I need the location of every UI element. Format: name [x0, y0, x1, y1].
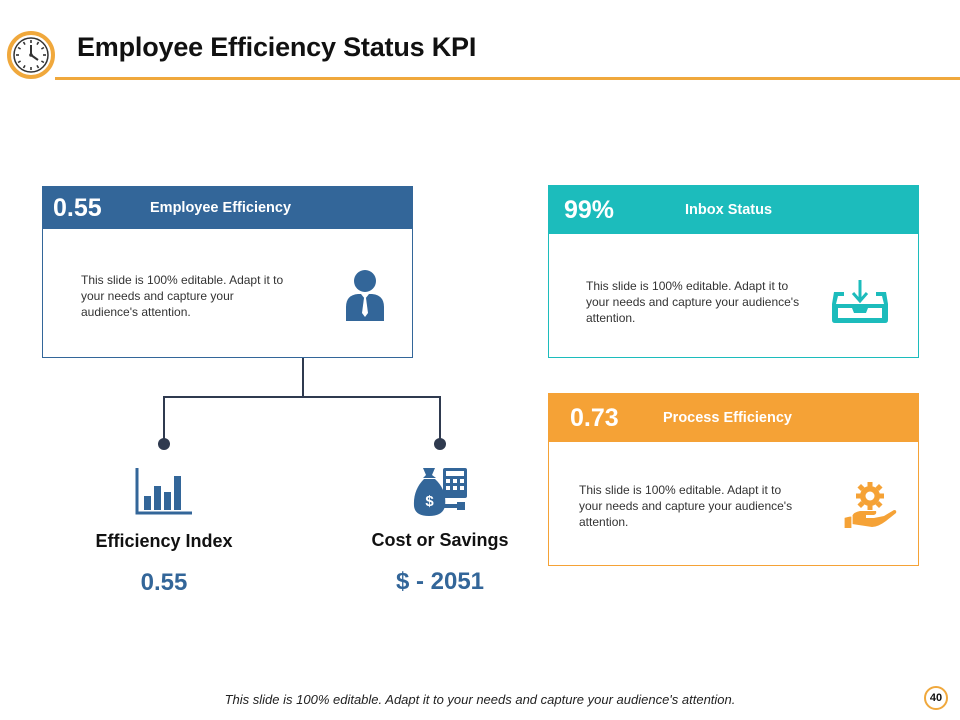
process-efficiency-description: This slide is 100% editable. Adapt it to…: [579, 483, 793, 529]
process-efficiency-header: 0.73 Process Efficiency: [549, 394, 918, 442]
process-efficiency-value: 0.73: [570, 403, 619, 432]
footer-note: This slide is 100% editable. Adapt it to…: [224, 692, 736, 707]
employee-icon: [346, 270, 384, 321]
clock-icon: [7, 31, 55, 79]
process-efficiency-card: 0.73 Process Efficiency This slide is 10…: [548, 393, 919, 566]
gear-hand-icon: [843, 482, 897, 530]
title-divider: [55, 77, 960, 80]
inbox-icon: [832, 280, 888, 323]
inbox-status-description: This slide is 100% editable. Adapt it to…: [586, 279, 800, 325]
employee-efficiency-value: 0.55: [53, 193, 102, 222]
efficiency-index-label: Efficiency Index: [95, 531, 233, 551]
process-efficiency-label: Process Efficiency: [663, 410, 792, 426]
svg-text:$: $: [425, 493, 434, 510]
inbox-status-value: 99%: [564, 195, 615, 224]
inbox-status-header: 99% Inbox Status: [549, 186, 918, 234]
bar-chart-icon: [135, 468, 192, 515]
employee-efficiency-label: Employee Efficiency: [150, 200, 292, 216]
cost-savings-label: Cost or Savings: [371, 530, 509, 550]
inbox-status-label: Inbox Status: [685, 202, 773, 218]
connector-lines: [158, 358, 446, 450]
employee-efficiency-description: This slide is 100% editable. Adapt it to…: [81, 273, 284, 319]
employee-efficiency-card: 0.55 Employee Efficiency This slide is 1…: [42, 186, 413, 358]
page-title: Employee Efficiency Status KPI: [77, 32, 477, 62]
inbox-status-card: 99% Inbox Status This slide is 100% edit…: [548, 185, 919, 358]
money-bag-calculator-icon: $: [413, 468, 467, 516]
cost-savings-value: $ - 2051: [395, 568, 485, 595]
employee-efficiency-header: 0.55 Employee Efficiency: [43, 187, 412, 229]
efficiency-index-value: 0.55: [140, 569, 188, 596]
page-number: 40: [924, 686, 948, 710]
